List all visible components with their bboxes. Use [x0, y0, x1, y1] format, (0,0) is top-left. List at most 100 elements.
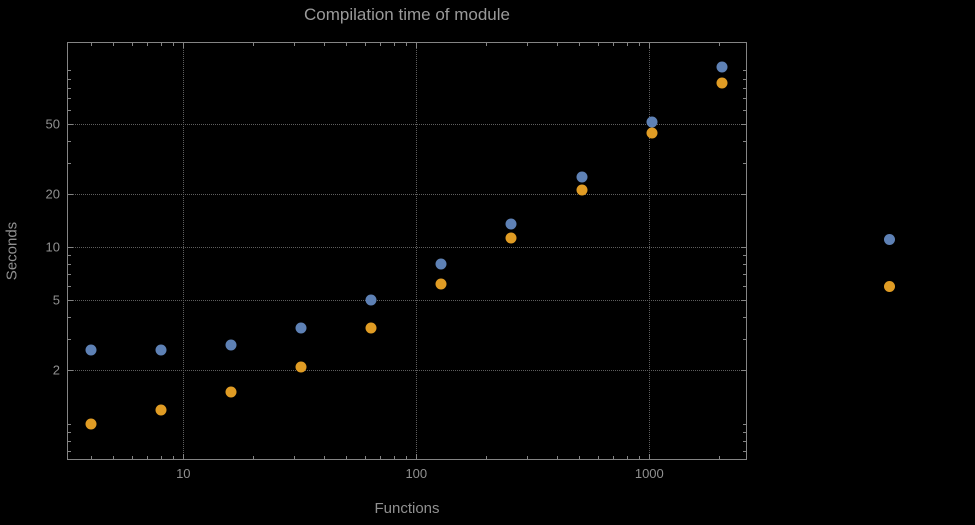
y-tick	[743, 70, 746, 72]
y-tick	[68, 140, 71, 142]
x-tick	[253, 43, 255, 46]
x-tick	[486, 456, 488, 459]
x-tick	[405, 43, 407, 46]
x-tick	[405, 456, 407, 459]
x-tick	[131, 43, 133, 46]
x-tick	[172, 43, 174, 46]
x-tick	[613, 43, 615, 46]
y-tick	[68, 255, 71, 257]
y-tick	[743, 431, 746, 433]
legend	[884, 234, 895, 292]
y-tick	[68, 370, 73, 372]
x-tick	[527, 43, 529, 46]
y-gridline	[68, 370, 746, 372]
x-tick	[719, 43, 721, 46]
y-tick	[743, 317, 746, 319]
x-tick	[364, 43, 366, 46]
y-axis-label: Seconds	[3, 221, 21, 281]
y-gridline	[68, 193, 746, 195]
y-tick	[743, 440, 746, 442]
data-point-series-2	[365, 322, 377, 333]
y-tick	[68, 300, 73, 302]
x-tick	[294, 456, 296, 459]
x-tick	[626, 43, 628, 46]
x-tick	[323, 456, 325, 459]
data-point-series-2	[85, 418, 97, 430]
x-tick	[556, 43, 558, 46]
y-tick	[68, 162, 71, 164]
x-gridline	[183, 43, 185, 459]
x-tick	[90, 43, 92, 46]
x-tick	[597, 456, 599, 459]
y-tick	[741, 123, 746, 125]
y-gridline	[68, 300, 746, 302]
y-tick	[743, 140, 746, 142]
data-point-series-2	[295, 361, 307, 373]
data-point-series-2	[435, 278, 447, 290]
chart-title: Compilation time of module	[304, 5, 510, 24]
x-gridline	[649, 43, 651, 459]
x-tick	[346, 456, 348, 459]
x-tick	[90, 456, 92, 459]
y-tick-label: 5	[52, 292, 60, 308]
x-tick	[380, 456, 382, 459]
y-tick	[68, 78, 71, 80]
data-point-series-1	[646, 116, 658, 128]
y-tick	[743, 109, 746, 111]
x-tick	[172, 456, 174, 459]
x-tick	[147, 456, 149, 459]
x-tick	[113, 43, 115, 46]
y-tick	[68, 193, 73, 195]
y-tick	[68, 339, 71, 341]
y-tick	[68, 70, 71, 72]
y-tick	[68, 423, 71, 425]
x-tick	[113, 456, 115, 459]
x-tick	[597, 43, 599, 46]
data-point-series-1	[225, 339, 237, 351]
data-point-series-2	[576, 184, 588, 196]
y-gridline	[68, 123, 746, 125]
x-tick	[380, 43, 382, 46]
x-tick	[253, 456, 255, 459]
y-tick	[741, 246, 746, 248]
x-tick	[649, 43, 651, 48]
y-tick	[68, 440, 71, 442]
y-tick	[741, 370, 746, 372]
plot-area: 10 100 1000 2 5 10 20 50	[46, 42, 747, 481]
data-point-series-1	[435, 258, 447, 270]
y-tick	[743, 274, 746, 276]
x-tick	[416, 43, 418, 48]
y-tick	[743, 162, 746, 164]
x-tick	[160, 43, 162, 46]
data-point-series-1	[505, 218, 517, 230]
x-tick	[638, 43, 640, 46]
x-axis-label: Functions	[374, 500, 440, 517]
x-tick	[579, 43, 581, 46]
x-tick	[393, 456, 395, 459]
x-tick	[527, 456, 529, 459]
x-tick	[486, 43, 488, 46]
y-tick-label: 50	[45, 116, 60, 132]
y-tick	[743, 450, 746, 452]
y-tick	[68, 317, 71, 319]
y-tick	[68, 286, 71, 288]
y-tick	[743, 264, 746, 266]
x-tick	[323, 43, 325, 46]
y-tick	[68, 246, 73, 248]
data-point-series-1	[716, 61, 728, 73]
legend-marker-series-2	[884, 281, 895, 292]
x-tick-label: 100	[405, 466, 428, 481]
x-tick	[183, 43, 185, 48]
x-gridline	[416, 43, 418, 459]
data-point-series-1	[365, 294, 377, 306]
x-tick-label: 10	[176, 466, 191, 481]
y-gridline	[68, 246, 746, 248]
y-tick	[741, 193, 746, 195]
x-tick	[613, 456, 615, 459]
y-tick	[68, 87, 71, 89]
y-tick	[743, 255, 746, 257]
y-tick	[68, 97, 71, 99]
legend-marker-series-1	[884, 234, 895, 245]
y-tick	[743, 78, 746, 80]
